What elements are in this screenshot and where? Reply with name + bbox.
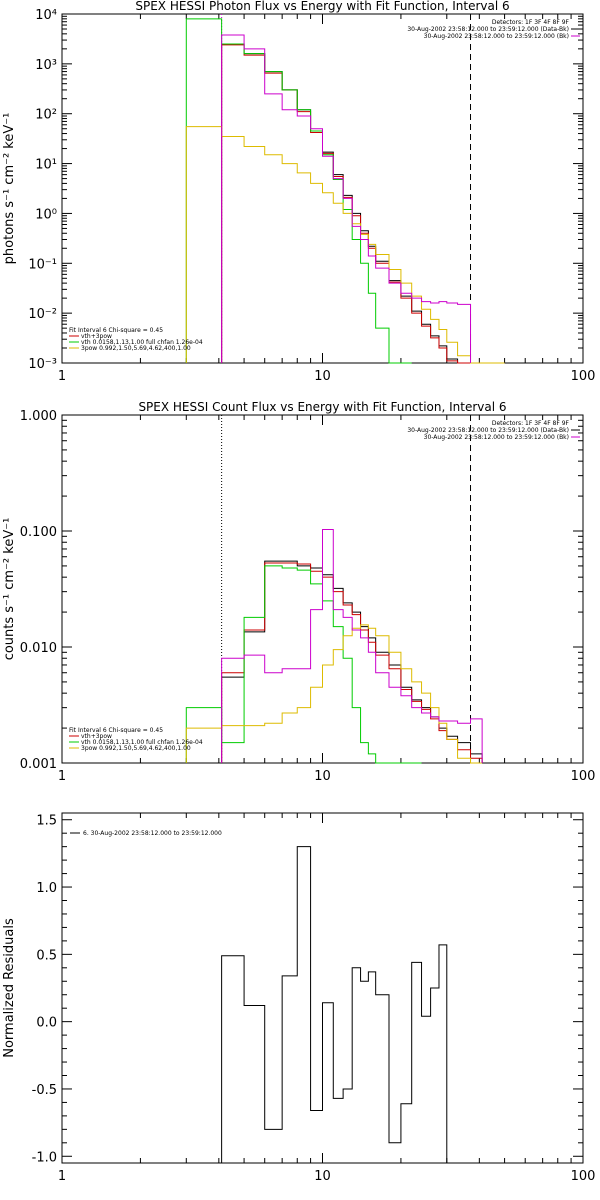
legend-entry: vth 0.0158,1.13,1.00 full chfan 1.26e-04 bbox=[81, 339, 203, 346]
y-tick-label: 1.000 bbox=[20, 409, 57, 424]
series-vth bbox=[185, 18, 412, 364]
header-line: Detectors: 1F 3F 4F 8F 9F bbox=[492, 19, 570, 26]
y-tick-label: -1.0 bbox=[32, 1150, 57, 1165]
x-tick-label: 10 bbox=[314, 369, 331, 384]
y-tick-label: -0.5 bbox=[32, 1083, 57, 1098]
y-tick-label: 10¹ bbox=[35, 158, 57, 173]
y-tick-label: 0.100 bbox=[20, 525, 57, 540]
y-tick-label: 10² bbox=[35, 108, 57, 123]
series-3pow bbox=[185, 624, 483, 764]
y-tick-label: 10⁻² bbox=[28, 307, 57, 322]
x-tick-label: 100 bbox=[571, 369, 596, 384]
y-axis-label: photons s⁻¹ cm⁻² keV⁻¹ bbox=[2, 113, 17, 265]
panel-1: SPEX HESSI Photon Flux vs Energy with Fi… bbox=[2, 0, 595, 384]
x-tick-label: 100 bbox=[571, 1169, 596, 1184]
x-tick-label: 1 bbox=[58, 1169, 66, 1184]
series-data-bk bbox=[221, 43, 505, 364]
y-tick-label: 10⁻³ bbox=[28, 357, 57, 372]
y-tick-label: 10⁰ bbox=[35, 207, 57, 222]
header-line: 30-Aug-2002 23:58:12.000 to 23:59:12.000… bbox=[424, 33, 569, 40]
y-tick-label: 1.5 bbox=[36, 814, 57, 829]
y-tick-label: 0.010 bbox=[20, 641, 57, 656]
header-line: 30-Aug-2002 23:58:12.000 to 23:59:12.000… bbox=[407, 427, 569, 434]
y-tick-label: 1.0 bbox=[36, 881, 57, 896]
legend-entry: 6. 30-Aug-2002 23:58:12.000 to 23:59:12.… bbox=[83, 830, 222, 837]
panel-2: SPEX HESSI Count Flux vs Energy with Fit… bbox=[2, 400, 595, 784]
legend-entry: vth 0.0158,1.13,1.00 full chfan 1.26e-04 bbox=[81, 739, 203, 746]
series-3pow bbox=[185, 126, 505, 364]
y-tick-label: 10⁴ bbox=[35, 8, 57, 23]
y-tick-label: 10³ bbox=[35, 58, 57, 73]
header-line: 30-Aug-2002 23:58:12.000 to 23:59:12.000… bbox=[407, 26, 569, 33]
legend-entry: vth+3pow bbox=[81, 333, 112, 340]
legend-entry: Fit Interval 6 Chi-square = 0.45 bbox=[69, 327, 163, 334]
y-tick-label: 0.5 bbox=[36, 948, 57, 963]
y-tick-label: 0.001 bbox=[20, 757, 57, 772]
y-tick-label: 0.0 bbox=[36, 1016, 57, 1031]
chart-title: SPEX HESSI Photon Flux vs Energy with Fi… bbox=[135, 0, 509, 13]
legend-entry: 3pow 0.992,1.50,5.69,4.62,400,1.00 bbox=[81, 345, 191, 352]
legend-entry: vth+3pow bbox=[81, 733, 112, 740]
series-bk bbox=[221, 34, 472, 363]
x-tick-label: 1 bbox=[58, 369, 66, 384]
y-axis-label: counts s⁻¹ cm⁻² keV⁻¹ bbox=[2, 518, 17, 661]
series-vth-3pow bbox=[221, 44, 505, 364]
panel-3: Normalized Residuals 1 10 100 -1.0 -0.5 0.0 0.5… bbox=[2, 812, 596, 1184]
x-tick-label: 10 bbox=[314, 1169, 331, 1184]
x-tick-label: 10 bbox=[314, 769, 331, 784]
x-tick-label: 1 bbox=[58, 769, 66, 784]
header-line: 30-Aug-2002 23:58:12.000 to 23:59:12.000… bbox=[424, 434, 569, 441]
x-tick-label: 100 bbox=[571, 769, 596, 784]
chart-title: SPEX HESSI Count Flux vs Energy with Fit… bbox=[138, 400, 506, 414]
series-vth bbox=[185, 565, 422, 764]
y-tick-label: 10⁻¹ bbox=[28, 257, 57, 272]
series-residuals bbox=[221, 846, 448, 1163]
legend-entry: Fit Interval 6 Chi-square = 0.45 bbox=[69, 727, 163, 734]
header-line: Detectors: 1F 3F 4F 8F 9F bbox=[492, 420, 570, 427]
series-bk bbox=[221, 529, 483, 763]
legend-entry: 3pow 0.992,1.50,5.69,4.62,400,1.00 bbox=[81, 745, 191, 752]
y-axis-label: Normalized Residuals bbox=[2, 918, 17, 1058]
